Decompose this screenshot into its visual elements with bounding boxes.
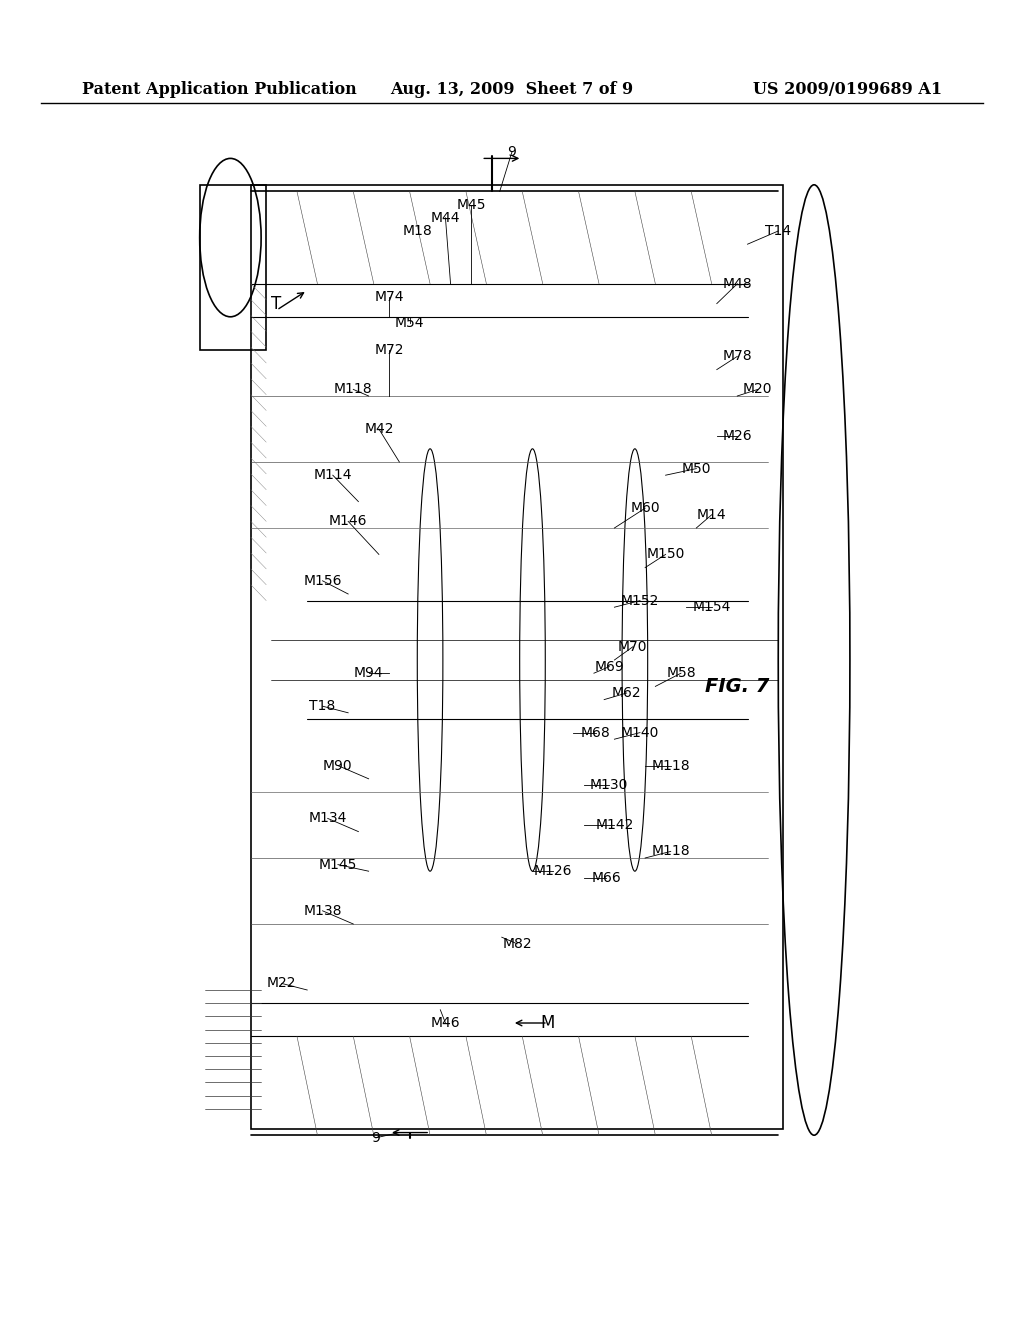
Text: M118: M118 [651, 845, 690, 858]
Text: FIG. 7: FIG. 7 [706, 677, 769, 696]
Text: M66: M66 [591, 871, 622, 884]
Text: M50: M50 [682, 462, 711, 475]
Text: M145: M145 [318, 858, 357, 871]
Text: M45: M45 [457, 198, 485, 211]
Text: M69: M69 [594, 660, 625, 673]
Text: M126: M126 [534, 865, 572, 878]
Text: M146: M146 [329, 515, 368, 528]
Text: M118: M118 [334, 383, 373, 396]
Text: M60: M60 [631, 502, 659, 515]
Text: US 2009/0199689 A1: US 2009/0199689 A1 [753, 82, 942, 98]
Text: M74: M74 [375, 290, 403, 304]
Text: M152: M152 [621, 594, 659, 607]
Text: M22: M22 [267, 977, 296, 990]
Text: M70: M70 [618, 640, 647, 653]
Text: M48: M48 [723, 277, 752, 290]
Text: M114: M114 [313, 469, 352, 482]
Text: M142: M142 [595, 818, 634, 832]
Text: M118: M118 [651, 759, 690, 772]
Text: 9: 9 [508, 145, 516, 158]
Text: M150: M150 [646, 548, 685, 561]
Text: M62: M62 [612, 686, 641, 700]
Text: M134: M134 [308, 812, 347, 825]
Text: T: T [271, 294, 282, 313]
Text: Patent Application Publication: Patent Application Publication [82, 82, 356, 98]
Text: M26: M26 [723, 429, 752, 442]
Text: Aug. 13, 2009  Sheet 7 of 9: Aug. 13, 2009 Sheet 7 of 9 [390, 82, 634, 98]
Text: T14: T14 [765, 224, 792, 238]
Text: M14: M14 [697, 508, 726, 521]
Text: M58: M58 [667, 667, 695, 680]
Text: M140: M140 [621, 726, 659, 739]
Text: M78: M78 [723, 350, 752, 363]
Text: M154: M154 [692, 601, 731, 614]
Text: M138: M138 [303, 904, 342, 917]
Text: M156: M156 [303, 574, 342, 587]
Text: M46: M46 [431, 1016, 460, 1030]
Text: M42: M42 [365, 422, 393, 436]
Text: M90: M90 [324, 759, 352, 772]
Text: M68: M68 [581, 726, 611, 739]
Text: M82: M82 [503, 937, 531, 950]
Text: M18: M18 [402, 224, 433, 238]
Text: M20: M20 [743, 383, 772, 396]
Text: M72: M72 [375, 343, 403, 356]
Text: T18: T18 [309, 700, 336, 713]
Text: M54: M54 [395, 317, 424, 330]
Text: M: M [541, 1014, 555, 1032]
Text: M44: M44 [431, 211, 460, 224]
Text: M130: M130 [590, 779, 629, 792]
Text: 9: 9 [372, 1131, 380, 1144]
Text: M94: M94 [354, 667, 383, 680]
